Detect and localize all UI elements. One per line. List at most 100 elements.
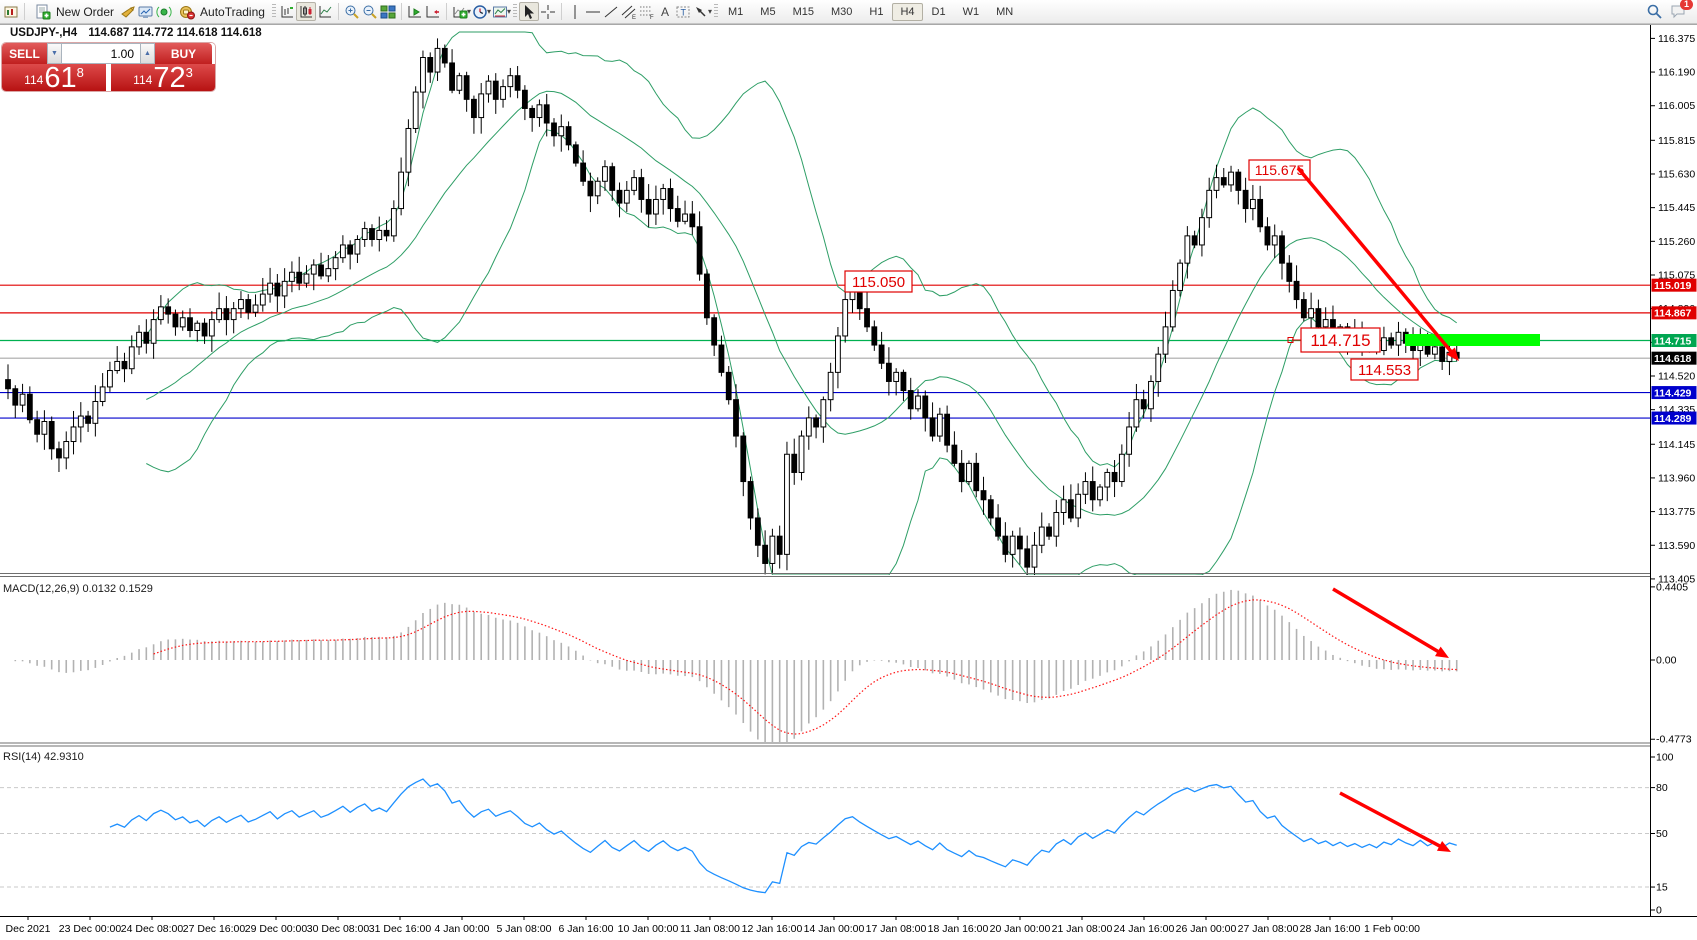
candle-body [1184,235,1191,264]
candle-body [34,419,41,435]
text-label-tool-icon[interactable]: T [674,3,692,20]
main-price-panel[interactable] [0,31,1650,578]
trendline-tool-icon[interactable] [602,3,620,20]
price-annotation-box[interactable] [844,270,913,293]
axis-price-box-label: 115.019 [1654,280,1692,292]
templates-dropdown-caret[interactable]: ▾ [506,7,511,16]
timeframe-button-d1[interactable]: D1 [931,5,946,18]
vertical-line-tool-icon[interactable] [566,3,584,20]
price-tick-label: 115.445 [1658,202,1695,214]
periods-clock-icon[interactable] [471,3,489,20]
signals-icon[interactable] [155,3,173,20]
sell-button[interactable]: SELL [2,43,47,64]
main-toolbar: New Order AutoTrading ▾ [0,0,1697,24]
sell-price-display[interactable]: 114 61 8 [2,64,106,91]
bollinger-lower-band [146,129,1457,575]
candle-body [660,188,667,200]
price-annotation-box[interactable] [1300,327,1381,353]
candle-body [216,308,223,321]
fibonacci-tool-icon[interactable]: F [638,3,656,20]
cursor-icon[interactable] [519,2,539,21]
timeframe-button-m15[interactable]: M15 [792,5,814,18]
history-monitor-icon[interactable] [137,3,155,20]
support-zone-highlight[interactable] [1405,334,1540,346]
trend-arrow[interactable] [1332,587,1443,655]
timeframe-button-m5[interactable]: M5 [760,5,776,18]
timeframe-button-h1[interactable]: H1 [869,5,884,18]
indicators-dropdown-caret[interactable]: ▾ [466,7,471,16]
line-chart-mode-icon[interactable] [316,3,334,20]
search-icon[interactable] [1645,3,1663,20]
new-order-label: New Order [56,4,115,19]
zoom-out-icon[interactable] [361,3,379,20]
timeframe-button-m30[interactable]: M30 [830,5,853,18]
candle-body [1075,493,1082,519]
buy-button[interactable]: BUY [155,43,212,64]
trend-arrow[interactable] [1339,791,1444,850]
equidistant-channel-icon[interactable]: E [620,3,638,20]
candle-body [19,393,26,406]
candle-body [412,91,419,129]
auto-scroll-icon[interactable] [406,3,424,20]
candle-body [238,299,244,310]
candle-body [405,127,412,173]
timeframe-button-mn[interactable]: MN [996,5,1014,18]
horizontal-line-tool-icon[interactable] [584,3,602,20]
autotrading-button[interactable]: AutoTrading [173,1,270,22]
new-order-button[interactable]: New Order [29,1,119,22]
candle-body [1060,499,1067,514]
arrows-dropdown-caret[interactable]: ▾ [708,7,713,16]
horn-icon[interactable] [119,3,137,20]
buy-price-prefix: 114 [133,73,153,87]
volume-decrease-button[interactable]: ▼ [47,43,62,64]
periods-dropdown-caret[interactable]: ▾ [486,7,491,16]
candle-body [507,75,514,88]
candle-body [973,462,980,492]
candle-body [441,47,448,64]
candle-body [703,273,710,319]
crosshair-icon[interactable] [539,3,557,20]
indicators-icon[interactable] [451,3,469,20]
arrows-tool-icon[interactable] [692,3,710,20]
text-tool-icon[interactable]: A [656,3,674,20]
tile-windows-icon[interactable] [379,3,397,20]
price-annotation-box[interactable] [1248,159,1311,181]
buy-price-display[interactable]: 114 72 3 [111,64,215,91]
timeframe-button-w1[interactable]: W1 [962,5,980,18]
candle-body [471,98,477,119]
candle-body [56,448,62,459]
price-axis-background[interactable] [1651,25,1697,916]
candle-body [980,490,987,501]
chart-window-icon[interactable] [2,3,20,20]
volume-input[interactable] [62,43,140,64]
candlestick-mode-icon[interactable] [295,2,316,21]
chart-shift-icon[interactable] [424,3,442,20]
candle-body [1169,289,1176,328]
candle-body [427,57,434,73]
date-tick-label: 1 Feb 00:00 [1364,923,1420,935]
date-tick-label: 18 Jan 16:00 [928,923,989,935]
macd-panel[interactable] [8,589,1458,742]
annotation-anchor [1287,337,1294,343]
volume-increase-button[interactable]: ▲ [140,43,155,64]
zoom-in-icon[interactable] [343,3,361,20]
candle-body [958,462,965,483]
price-annotation-text: 114.715 [1310,331,1370,350]
candle-body [1140,399,1147,410]
candle-body [1009,535,1016,555]
templates-icon[interactable] [491,3,509,20]
bollinger-middle-band [146,90,1457,516]
candle-body [500,86,506,100]
candle-body [747,481,754,519]
price-annotation-box[interactable] [1350,358,1419,381]
timeframe-button-h4[interactable]: H4 [892,2,923,21]
trend-arrow[interactable] [1296,166,1455,356]
chat-icon[interactable]: 1 [1669,0,1693,20]
rsi-panel[interactable] [0,778,1650,894]
candle-body [179,317,186,328]
timeframe-button-m1[interactable]: M1 [728,5,744,18]
candle-body [653,198,659,215]
bar-chart-mode-icon[interactable] [278,3,296,20]
candle-body [769,535,776,564]
